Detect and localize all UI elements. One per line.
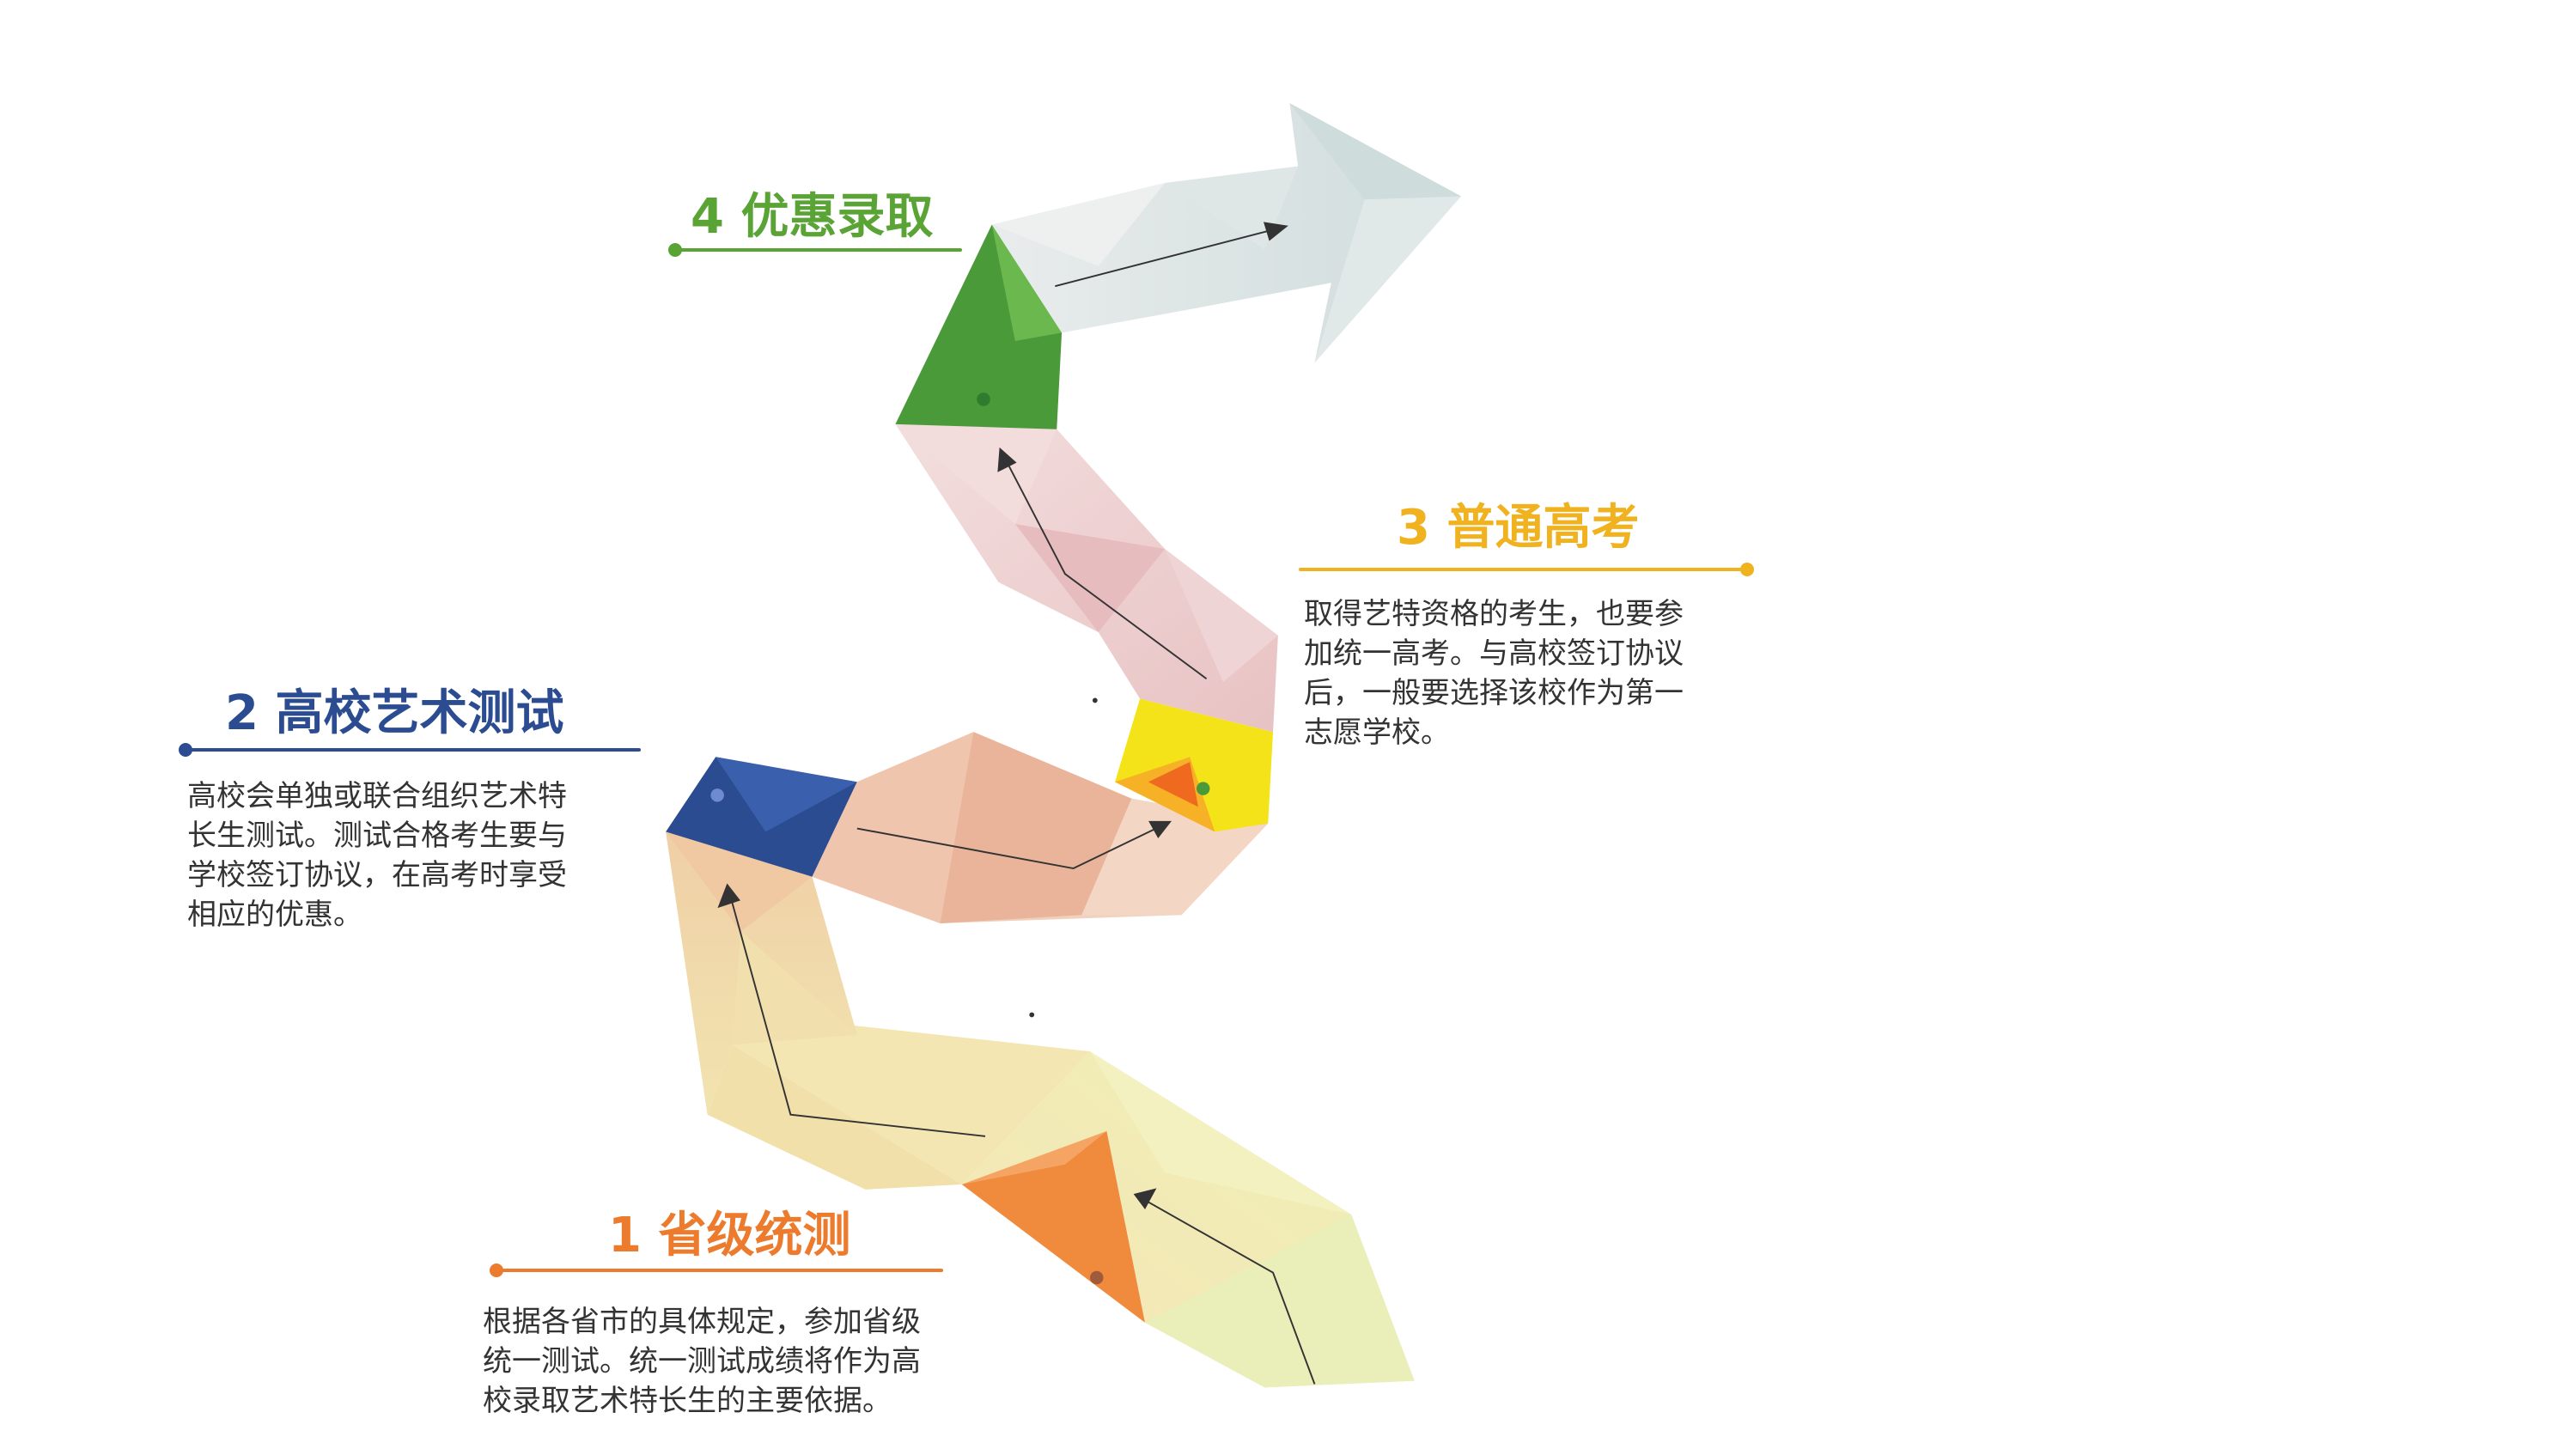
step-1-underline <box>496 1269 943 1272</box>
step-3-desc-line: 志愿学校。 <box>1304 715 1450 750</box>
step-3-desc-line: 加统一高考。与高校签订协议 <box>1304 636 1684 671</box>
step-2-underline <box>186 748 641 752</box>
step-2-dot <box>179 743 192 757</box>
step-4-number: 4 <box>691 189 724 245</box>
step-3-description: 取得艺特资格的考生，也要参 加统一高考。与高校签订协议 后，一般要选择该校作为第… <box>1304 594 1768 752</box>
step-4-heading: 优惠录取 <box>740 189 934 245</box>
step-4-title: 4 优惠录取 <box>691 187 933 247</box>
step-4-dot <box>668 243 682 257</box>
step-1-title: 1 省级统测 <box>608 1206 850 1266</box>
step-2-description: 高校会单独或联合组织艺术特 长生测试。测试合格考生要与 学校签订协议，在高考时享… <box>187 776 651 935</box>
step-2-desc-line: 相应的优惠。 <box>187 898 362 932</box>
step-2-desc-line: 学校签订协议，在高考时享受 <box>187 858 567 892</box>
step-2-desc-line: 高校会单独或联合组织艺术特 <box>187 779 567 813</box>
segment-3-facets <box>812 732 1269 923</box>
top-arrow-facets <box>991 103 1461 363</box>
step-3-number: 3 <box>1397 500 1430 556</box>
step-1-desc-line: 校录取艺术特长生的主要依据。 <box>483 1384 892 1418</box>
flow-arrows <box>717 222 1316 1385</box>
step-2-number: 2 <box>225 685 259 741</box>
step-3-desc-line: 取得艺特资格的考生，也要参 <box>1304 597 1684 631</box>
step-3-dot <box>1740 563 1754 576</box>
step-4-underline <box>675 248 962 252</box>
marker-dots <box>710 393 1210 1285</box>
step-3-desc-line: 后，一般要选择该校作为第一 <box>1304 676 1684 710</box>
step-1-desc-line: 根据各省市的具体规定，参加省级 <box>483 1305 921 1339</box>
step-1-number: 1 <box>608 1208 642 1263</box>
step-3-underline <box>1299 568 1747 571</box>
step-3-heading: 普通高考 <box>1446 500 1640 556</box>
step-2-heading: 高校艺术测试 <box>275 685 564 741</box>
segment-4-facets <box>895 423 1278 733</box>
step-1-dot <box>490 1263 503 1277</box>
step-1-desc-line: 统一测试。统一测试成绩将作为高 <box>483 1344 921 1379</box>
step-2-desc-line: 长生测试。测试合格考生要与 <box>187 819 567 853</box>
step-2-title: 2 高校艺术测试 <box>225 684 563 744</box>
segment-1-facets <box>707 1023 1415 1388</box>
step-1-description: 根据各省市的具体规定，参加省级 统一测试。统一测试成绩将作为高 校录取艺术特长生… <box>483 1302 998 1421</box>
step-1-heading: 省级统测 <box>658 1208 851 1263</box>
step-3-title: 3 普通高考 <box>1397 498 1639 558</box>
